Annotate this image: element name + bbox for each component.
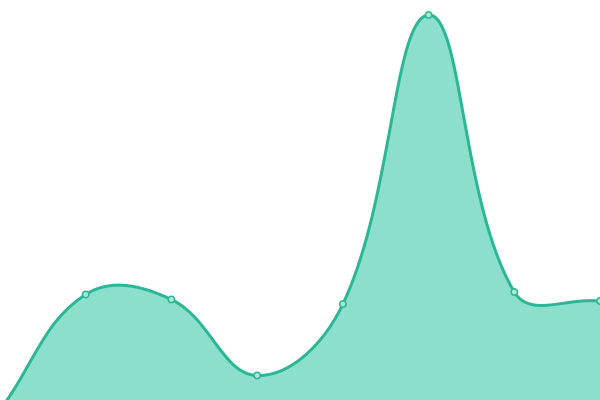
data-point-marker[interactable] <box>338 299 347 308</box>
data-point-marker[interactable] <box>81 290 90 299</box>
area-fill <box>7 14 600 400</box>
data-point-marker[interactable] <box>424 11 433 20</box>
data-point-marker[interactable] <box>253 371 262 380</box>
data-point-marker[interactable] <box>510 287 519 296</box>
data-point-marker[interactable] <box>167 295 176 304</box>
data-point-markers <box>81 11 600 380</box>
